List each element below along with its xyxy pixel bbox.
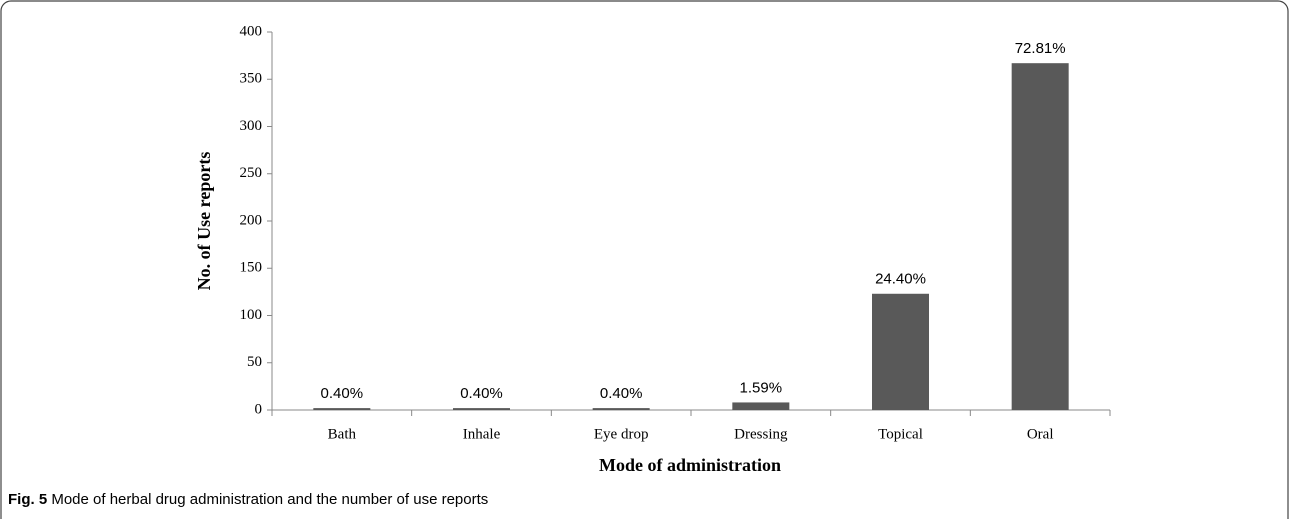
y-tick-label: 350	[240, 71, 263, 87]
y-tick-label: 150	[240, 260, 263, 276]
bar	[592, 408, 650, 410]
bar	[1011, 63, 1069, 411]
y-tick-label: 300	[240, 118, 263, 134]
caption-text: Mode of herbal drug administration and t…	[51, 491, 488, 508]
x-tick-label: Bath	[328, 426, 357, 442]
y-tick-label: 400	[240, 23, 263, 39]
bar-label: 0.40%	[321, 385, 364, 402]
y-tick-label: 0	[255, 401, 263, 417]
bar-label: 72.81%	[1015, 40, 1066, 57]
y-axis-title: No. of Use reports	[194, 152, 214, 291]
bar	[453, 408, 510, 410]
y-tick-label: 50	[247, 354, 262, 370]
y-tick-label: 250	[240, 165, 263, 181]
x-tick-label: Eye drop	[594, 426, 649, 442]
x-tick-label: Topical	[878, 426, 923, 442]
bar-label: 0.40%	[460, 385, 503, 402]
bar-label: 1.59%	[740, 379, 783, 396]
bar	[732, 402, 790, 410]
bar-label: 0.40%	[600, 385, 643, 402]
x-axis-title: Mode of administration	[599, 455, 781, 475]
x-tick-label: Dressing	[734, 426, 788, 442]
caption-label: Fig. 5	[8, 491, 47, 508]
y-tick-label: 100	[240, 307, 263, 323]
x-tick-label: Oral	[1027, 426, 1054, 442]
y-tick-label: 200	[240, 212, 263, 228]
bar	[313, 408, 371, 410]
x-tick-label: Inhale	[463, 426, 501, 442]
caption: Fig. 5 Mode of herbal drug administratio…	[8, 491, 488, 508]
bar	[872, 293, 929, 410]
bar-label: 24.40%	[875, 271, 926, 288]
